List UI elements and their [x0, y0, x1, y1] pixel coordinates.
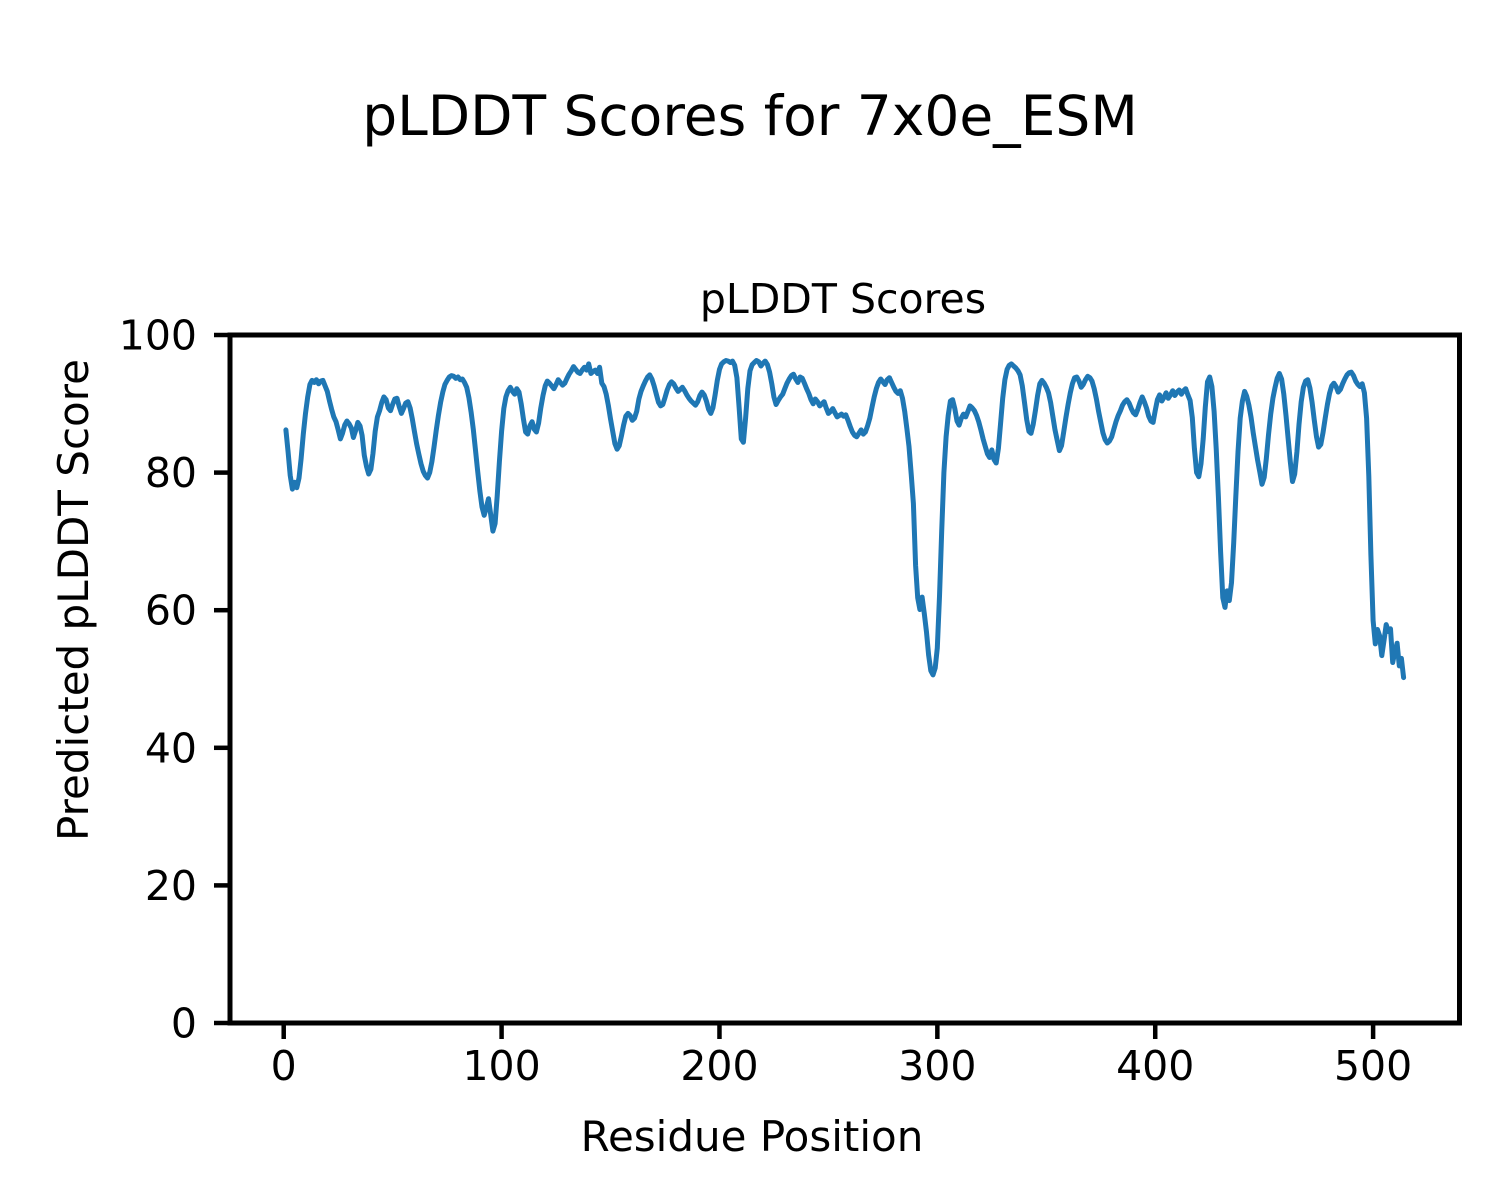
figure-title: pLDDT Scores for 7x0e_ESM [362, 84, 1138, 148]
y-tick-label: 20 [145, 862, 197, 910]
x-axis-label: Residue Position [581, 1112, 924, 1161]
y-tick-label: 40 [145, 724, 197, 772]
axes-title: pLDDT Scores [700, 275, 986, 323]
y-tick-label: 100 [119, 312, 197, 360]
y-tick-label: 0 [171, 1000, 197, 1048]
x-tick-label: 200 [680, 1042, 758, 1090]
x-axis-ticks: 0 100 200 300 400 500 [271, 1023, 1412, 1090]
x-tick-label: 500 [1334, 1042, 1412, 1090]
x-tick-label: 300 [898, 1042, 976, 1090]
x-tick-label: 100 [462, 1042, 540, 1090]
plot-area-border [227, 332, 1462, 1026]
x-tick-label: 0 [271, 1042, 297, 1090]
y-axis-label: Predicted pLDDT Score [49, 359, 98, 841]
plddt-line [283, 358, 1407, 681]
y-tick-label: 80 [145, 449, 197, 497]
y-tick-label: 60 [145, 587, 197, 635]
x-tick-label: 400 [1116, 1042, 1194, 1090]
y-axis-ticks: 0 20 40 60 80 100 [119, 312, 230, 1048]
